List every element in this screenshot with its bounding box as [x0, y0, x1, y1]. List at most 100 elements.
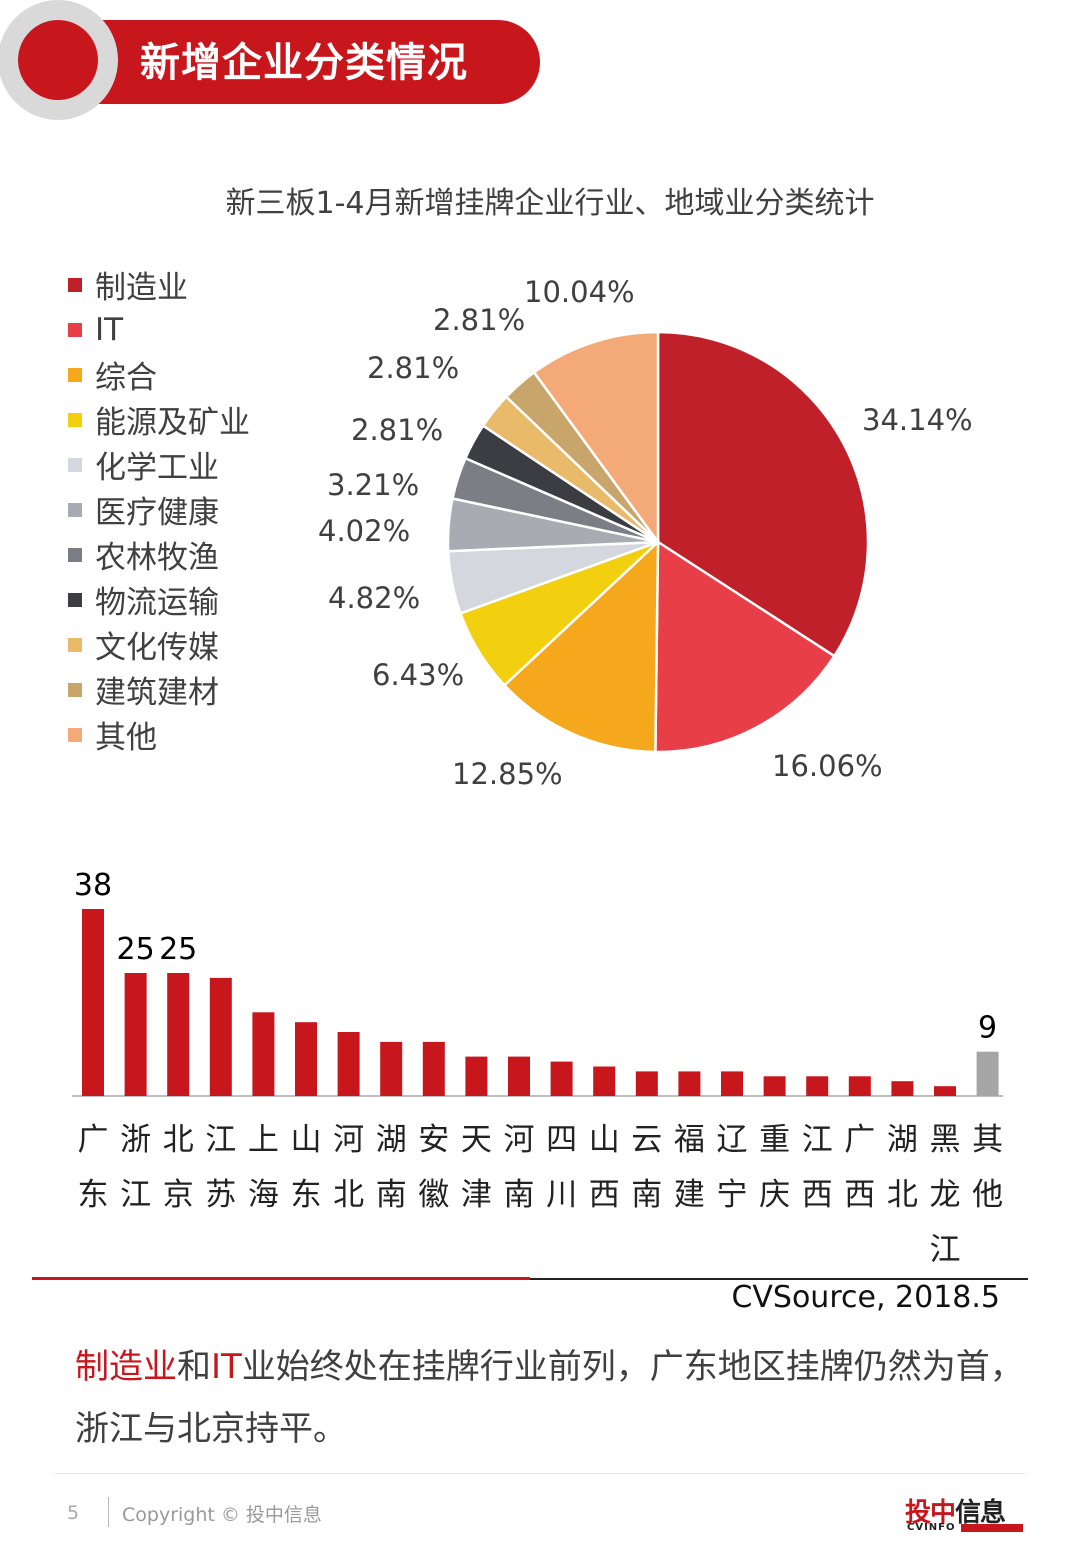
- bar-category-label: 辽宁: [717, 1122, 748, 1213]
- legend-label: 医疗健康: [95, 495, 219, 531]
- footer-divider: [55, 1473, 1025, 1474]
- pie-chart: 34.14% 16.06% 12.85% 6.43% 4.82% 4.02% 3.21% 2.…: [318, 275, 973, 791]
- legend-swatch: [68, 682, 82, 697]
- bar: [806, 1076, 829, 1096]
- bar-category-label: 浙江: [120, 1122, 151, 1213]
- bar: [82, 909, 104, 1096]
- bar: [422, 1041, 445, 1096]
- legend-swatch: [68, 367, 82, 382]
- bar: [891, 1081, 914, 1096]
- legend-item: 物流运输: [68, 577, 250, 622]
- bar-category-label: 天津: [461, 1122, 492, 1213]
- legend-label: 其他: [95, 720, 157, 756]
- bar: [209, 977, 232, 1096]
- summary-highlight-manufacturing: 制造业: [75, 1347, 177, 1387]
- summary-text: 制造业和IT业始终处在挂牌行业前列，广东地区挂牌仍然为首，浙江与北京持平。: [75, 1336, 1035, 1460]
- legend-swatch: [68, 457, 82, 472]
- pie-slice: [532, 330, 660, 546]
- bar: [124, 973, 147, 1096]
- legend-item: 建筑建材: [68, 667, 250, 712]
- legend-label: IT: [95, 311, 124, 348]
- bar-category-label: 四川: [546, 1122, 577, 1213]
- bar-category-label: 山西: [589, 1122, 620, 1213]
- bar-category-label: 北京: [163, 1122, 194, 1213]
- bar-category-label: 山东: [291, 1122, 322, 1213]
- footer-separator: [108, 1497, 109, 1527]
- bar: [295, 1022, 317, 1096]
- pie-slice-label: 3.21%: [327, 468, 419, 502]
- pie-slice-label: 6.43%: [372, 658, 464, 692]
- pie-slice-label: 12.85%: [452, 757, 563, 791]
- bar-category-label: 广西: [844, 1122, 875, 1213]
- legend-item: 医疗健康: [68, 487, 250, 532]
- legend-label: 能源及矿业: [95, 405, 250, 441]
- logo-wordmark-part2: 信息: [955, 1498, 1006, 1528]
- pie-slice-label: 2.81%: [367, 351, 459, 385]
- legend-item: 制造业: [68, 262, 250, 307]
- legend-swatch: [68, 322, 82, 337]
- bar: [380, 1041, 403, 1096]
- logo-wordmark: 投中信息: [905, 1492, 1006, 1529]
- legend-label: 化学工业: [95, 450, 219, 486]
- summary-connector: 和: [177, 1347, 211, 1387]
- legend-swatch: [68, 547, 82, 562]
- pie-slice-label: 34.14%: [862, 403, 973, 437]
- bar-category-label: 其他: [972, 1122, 1003, 1213]
- page-title: 新增企业分类情况: [140, 40, 468, 86]
- company-logo: 投中信息 CVINFO: [905, 1492, 1025, 1536]
- legend-item: 农林牧渔: [68, 532, 250, 577]
- bar-value-label: 9: [978, 1011, 997, 1046]
- bar: [678, 1071, 701, 1096]
- pie-slice-label: 16.06%: [772, 749, 883, 783]
- legend-item: 能源及矿业: [68, 397, 250, 442]
- pie-slice-label: 10.04%: [524, 275, 635, 309]
- divider-red: [32, 1277, 530, 1280]
- legend-label: 物流运输: [95, 585, 219, 621]
- legend-label: 制造业: [95, 270, 188, 306]
- legend-swatch: [68, 412, 82, 427]
- divider-black: [530, 1278, 1028, 1280]
- banner-circle-dot: [18, 20, 98, 100]
- legend-label: 综合: [95, 360, 157, 396]
- legend-swatch: [68, 727, 82, 742]
- bar: [593, 1066, 616, 1096]
- bar: [763, 1076, 786, 1096]
- pie-slice-label: 4.82%: [328, 581, 420, 615]
- bar-category-label: 江西: [802, 1122, 833, 1213]
- bar-category-label: 安徽: [418, 1122, 449, 1213]
- legend-swatch: [68, 592, 82, 607]
- bar-category-label: 广东: [78, 1122, 109, 1213]
- logo-bar: [961, 1524, 1023, 1532]
- pie-legend: 制造业 IT 综合能源及矿业化学工业医疗健康农林牧渔物流运输文化传媒 建筑建材其他: [68, 262, 250, 757]
- bar: [976, 1051, 999, 1096]
- bar-category-label: 云南: [631, 1122, 662, 1213]
- bar-category-label: 福建: [674, 1122, 705, 1213]
- bar-category-label: 湖北: [887, 1122, 918, 1213]
- source-note: CVSource, 2018.5: [731, 1280, 1000, 1315]
- legend-item: 综合: [68, 352, 250, 397]
- bar-category-label: 上海: [248, 1122, 279, 1213]
- pie-slice-label: 2.81%: [351, 413, 443, 447]
- bar: [848, 1076, 871, 1096]
- logo-wordmark-part1: 投中: [905, 1498, 956, 1528]
- page-number: 5: [67, 1502, 80, 1524]
- legend-label: 文化传媒: [95, 630, 219, 666]
- bar-category-label: 湖南: [376, 1122, 407, 1213]
- legend-label: 农林牧渔: [95, 540, 219, 576]
- bar-value-label: 25: [159, 932, 197, 967]
- pie-slice-label: 2.81%: [433, 303, 525, 337]
- bar-chart: 38 广东 25 浙江 25 北京江苏上海山东河北湖南安徽天津河南四川山西云南福建辽宁重庆…: [72, 868, 1003, 1268]
- bar-category-label: 河南: [504, 1122, 535, 1213]
- bar-category-label: 河北: [333, 1122, 364, 1213]
- pie-slice-label: 4.02%: [318, 514, 410, 548]
- legend-swatch: [68, 637, 82, 652]
- bar: [550, 1061, 573, 1096]
- bar-category-label: 黑龙江: [930, 1122, 961, 1268]
- summary-rest: 业始终处在挂牌行业前列，广东地区挂牌仍然为首，浙江与北京持平。: [75, 1347, 1024, 1449]
- legend-item: 其他: [68, 712, 250, 757]
- legend-item: 文化传媒: [68, 622, 250, 667]
- bar-value-label: 38: [74, 868, 112, 903]
- summary-highlight-it: IT: [211, 1347, 242, 1387]
- legend-swatch: [68, 502, 82, 517]
- bar: [934, 1086, 956, 1096]
